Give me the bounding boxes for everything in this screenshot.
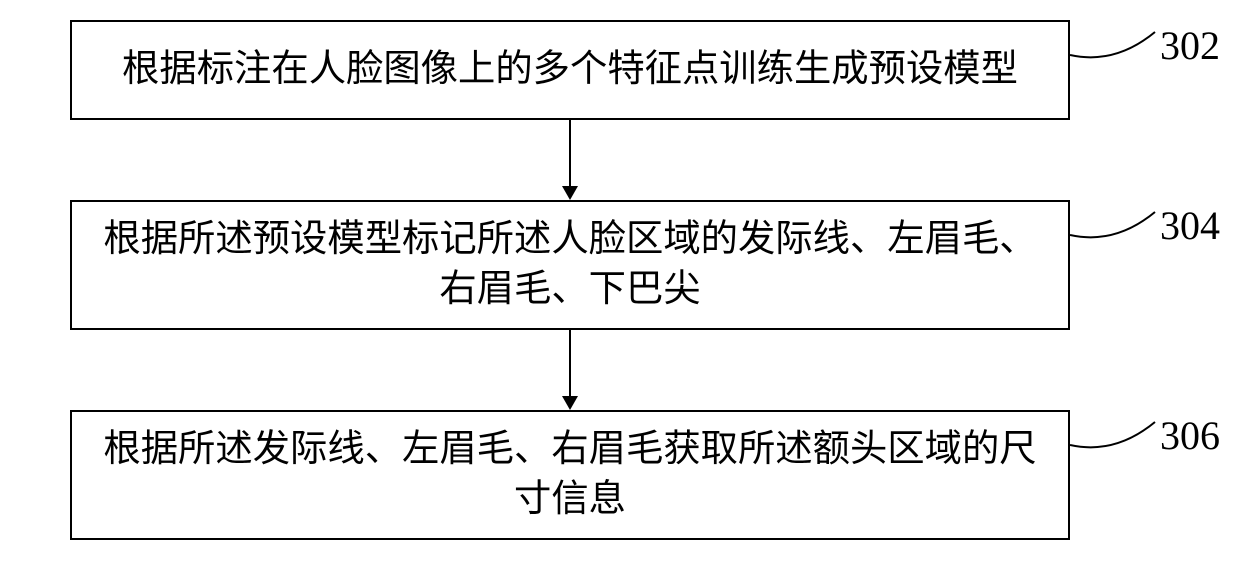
step-302-text: 根据标注在人脸图像上的多个特征点训练生成预设模型 <box>122 45 1018 95</box>
arrow-302-304-line <box>569 120 571 186</box>
step-302-label: 302 <box>1160 22 1220 69</box>
leader-306 <box>1070 410 1160 460</box>
step-304-label: 304 <box>1160 202 1220 249</box>
leader-302 <box>1070 20 1160 70</box>
step-302-box: 根据标注在人脸图像上的多个特征点训练生成预设模型 <box>70 20 1070 120</box>
leader-304 <box>1070 200 1160 250</box>
step-306-box: 根据所述发际线、左眉毛、右眉毛获取所述额头区域的尺寸信息 <box>70 410 1070 540</box>
step-304-text: 根据所述预设模型标记所述人脸区域的发际线、左眉毛、右眉毛、下巴尖 <box>92 215 1048 316</box>
step-304-box: 根据所述预设模型标记所述人脸区域的发际线、左眉毛、右眉毛、下巴尖 <box>70 200 1070 330</box>
arrow-304-306-head <box>562 396 578 410</box>
arrow-304-306-line <box>569 330 571 396</box>
arrow-302-304-head <box>562 186 578 200</box>
step-306-label: 306 <box>1160 412 1220 459</box>
flowchart-canvas: 根据标注在人脸图像上的多个特征点训练生成预设模型 302 根据所述预设模型标记所… <box>0 0 1240 569</box>
step-306-text: 根据所述发际线、左眉毛、右眉毛获取所述额头区域的尺寸信息 <box>92 425 1048 526</box>
